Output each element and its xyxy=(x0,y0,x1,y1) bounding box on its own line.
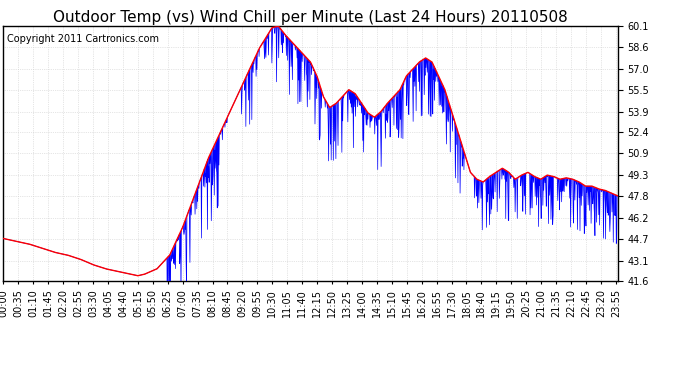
Title: Outdoor Temp (vs) Wind Chill per Minute (Last 24 Hours) 20110508: Outdoor Temp (vs) Wind Chill per Minute … xyxy=(53,10,568,25)
Text: Copyright 2011 Cartronics.com: Copyright 2011 Cartronics.com xyxy=(6,34,159,44)
